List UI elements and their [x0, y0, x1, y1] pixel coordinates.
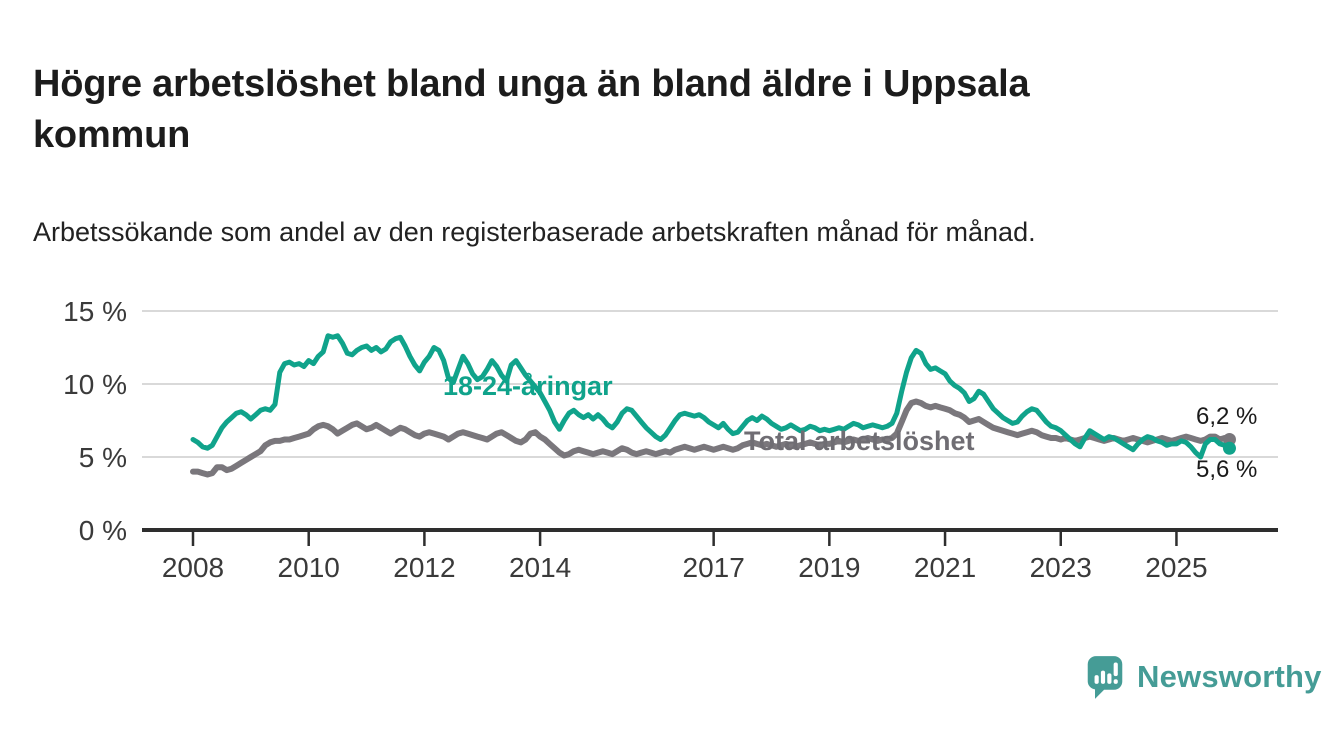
end-value-label-total: 6,2 %	[1196, 403, 1258, 430]
y-axis-label-10: 10 %	[63, 369, 127, 400]
x-axis-label-2014: 2014	[509, 552, 571, 583]
newsworthy-logo[interactable]: Newsworthy	[1085, 654, 1322, 700]
x-axis-label-2019: 2019	[798, 552, 860, 583]
y-axis-label-5: 5 %	[79, 442, 127, 473]
series-line-youth	[190, 333, 1232, 460]
chart-subtitle: Arbetssökande som andel av den registerb…	[33, 217, 1036, 247]
x-axis-label-2008: 2008	[162, 552, 224, 583]
newsworthy-logo-icon	[1087, 656, 1123, 699]
x-axis-label-2021: 2021	[914, 552, 976, 583]
x-axis-label-2010: 2010	[278, 552, 340, 583]
newsworthy-logo-text: Newsworthy	[1137, 659, 1322, 694]
y-axis-label-0: 0 %	[79, 515, 127, 546]
series-label-youth: 18-24-åringar	[443, 371, 613, 401]
x-axis-label-2017: 2017	[683, 552, 745, 583]
series-label-total: Total arbetslöshet	[744, 426, 975, 456]
x-axis-label-2025: 2025	[1145, 552, 1207, 583]
chart-title: Högre arbetslöshet bland unga än bland ä…	[33, 63, 1030, 156]
series-line-total	[190, 398, 1233, 478]
series-end-dot-youth	[1222, 441, 1236, 455]
end-value-label-youth: 5,6 %	[1196, 456, 1258, 483]
y-axis-label-15: 15 %	[63, 296, 127, 327]
x-axis-label-2012: 2012	[393, 552, 455, 583]
x-axis-label-2023: 2023	[1030, 552, 1092, 583]
